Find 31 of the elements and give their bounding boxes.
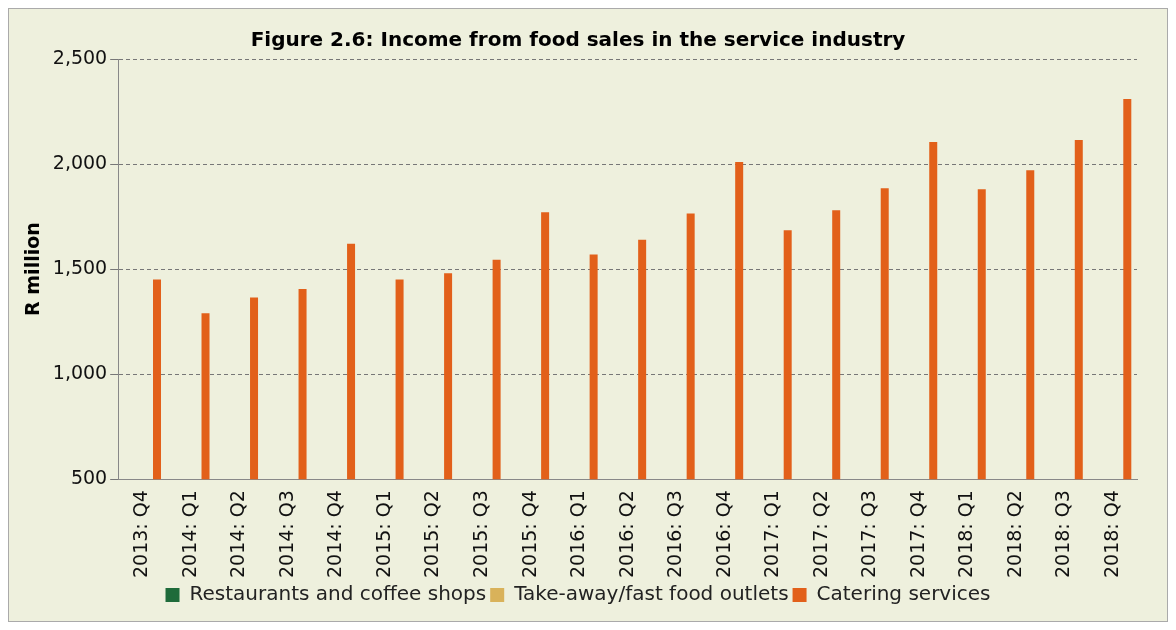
legend-label: Take-away/fast food outlets xyxy=(513,581,789,606)
x-tick-label: 2017: Q1 xyxy=(760,490,783,579)
legend-label: Catering services xyxy=(816,581,991,606)
x-tick-label: 2016: Q4 xyxy=(711,490,734,579)
x-tick-label: 2014: Q2 xyxy=(226,490,249,579)
x-tick-label: 2013: Q4 xyxy=(129,490,152,579)
x-tick-label: 2016: Q2 xyxy=(614,490,637,579)
x-tick-label: 2018: Q1 xyxy=(954,490,977,579)
x-tick-label: 2017: Q2 xyxy=(808,490,831,579)
x-tick-label: 2016: Q3 xyxy=(663,490,686,579)
x-tick-label: 2017: Q3 xyxy=(857,490,880,579)
x-tick-label: 2017: Q4 xyxy=(905,490,928,579)
x-tick-label: 2015: Q4 xyxy=(517,490,540,579)
y-tick-label: 2,000 xyxy=(52,150,108,173)
x-tick-label: 2014: Q4 xyxy=(323,490,346,579)
x-tick-label: 2015: Q2 xyxy=(420,490,443,579)
x-tick-label: 2016: Q1 xyxy=(566,490,589,579)
x-tick-label: 2018: Q2 xyxy=(1002,490,1025,579)
x-tick-label: 2014: Q1 xyxy=(177,490,200,579)
y-tick-label: 1,000 xyxy=(52,361,108,384)
x-tick-label: 2014: Q3 xyxy=(274,490,297,579)
x-tick-label: 2015: Q1 xyxy=(371,490,394,579)
y-tick-label: 2,500 xyxy=(52,45,108,68)
y-tick-label: 1,500 xyxy=(52,256,108,279)
x-tick-label: 2015: Q3 xyxy=(468,490,491,579)
y-axis-title: R million xyxy=(21,222,44,316)
y-tick-label: 500 xyxy=(70,466,108,489)
legend-label: Restaurants and coffee shops xyxy=(189,581,487,606)
chart-title: Figure 2.6: Income from food sales in the service industry xyxy=(250,27,906,52)
x-tick-label: 2018: Q4 xyxy=(1099,490,1122,579)
x-tick-label: 2018: Q3 xyxy=(1051,490,1074,579)
